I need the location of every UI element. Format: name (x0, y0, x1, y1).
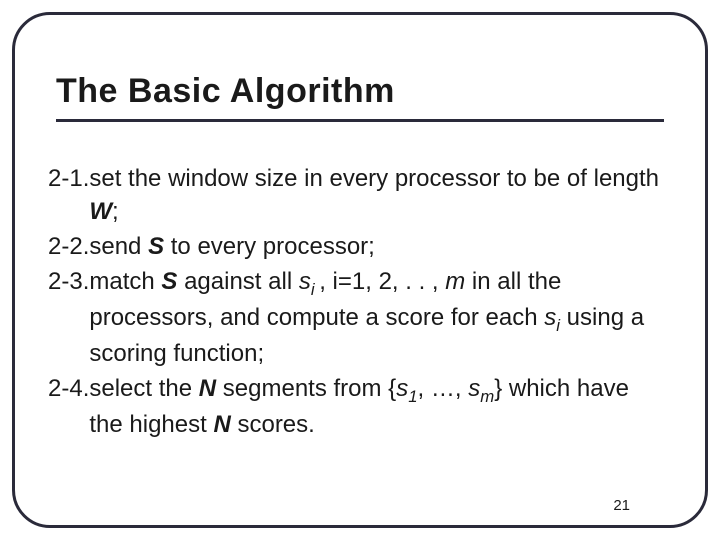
var-w: W (89, 198, 112, 225)
step-number: 2-1. (48, 162, 89, 228)
var-n: N (199, 375, 216, 402)
step-2-4: 2-4. select the N segments from {s1, …, … (48, 372, 660, 441)
step-text: set the window size in every processor t… (89, 162, 660, 228)
page-number: 21 (613, 497, 630, 514)
var-si: s (299, 268, 311, 295)
var-m: m (445, 268, 465, 295)
text-run: set the window size in every processor t… (89, 165, 659, 192)
step-2-2: 2-2. send S to every processor; (48, 230, 660, 263)
text-run: against all (177, 268, 298, 295)
subscript-m: m (480, 387, 494, 406)
text-run: scores. (231, 411, 315, 438)
text-run: to every processor; (164, 233, 375, 260)
step-number: 2-3. (48, 265, 89, 370)
var-sm: s (468, 375, 480, 402)
var-s1: s (396, 375, 408, 402)
slide-title: The Basic Algorithm (56, 72, 664, 117)
text-run: match (89, 268, 161, 295)
text-run: , …, (418, 375, 469, 402)
text-run: segments from { (216, 375, 396, 402)
text-run: select the (89, 375, 198, 402)
subscript-i: i (311, 280, 319, 299)
var-n: N (213, 411, 230, 438)
text-run: send (89, 233, 148, 260)
title-block: The Basic Algorithm (56, 72, 664, 122)
step-text: match S against all si , i=1, 2, . . , m… (89, 265, 660, 370)
title-underline (56, 119, 664, 122)
step-2-3: 2-3. match S against all si , i=1, 2, . … (48, 265, 660, 370)
subscript-1: 1 (408, 387, 417, 406)
var-si: s (544, 304, 556, 331)
step-2-1: 2-1. set the window size in every proces… (48, 162, 660, 228)
step-number: 2-4. (48, 372, 89, 441)
step-text: select the N segments from {s1, …, sm} w… (89, 372, 660, 441)
var-s: S (161, 268, 177, 295)
text-run: ; (112, 198, 119, 225)
text-run: , i=1, 2, . . , (319, 268, 445, 295)
step-text: send S to every processor; (89, 230, 660, 263)
var-s: S (148, 233, 164, 260)
slide-body: 2-1. set the window size in every proces… (48, 162, 660, 443)
step-number: 2-2. (48, 230, 89, 263)
